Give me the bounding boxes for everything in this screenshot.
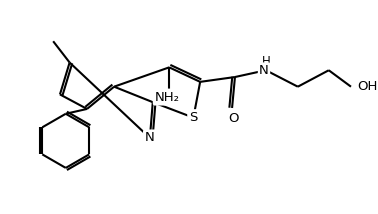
Text: O: O — [229, 112, 239, 125]
Text: H: H — [262, 55, 270, 68]
Text: N: N — [259, 64, 269, 77]
Text: NH₂: NH₂ — [155, 91, 180, 104]
Text: OH: OH — [357, 80, 377, 93]
Text: N: N — [145, 131, 155, 144]
Text: S: S — [189, 111, 198, 124]
